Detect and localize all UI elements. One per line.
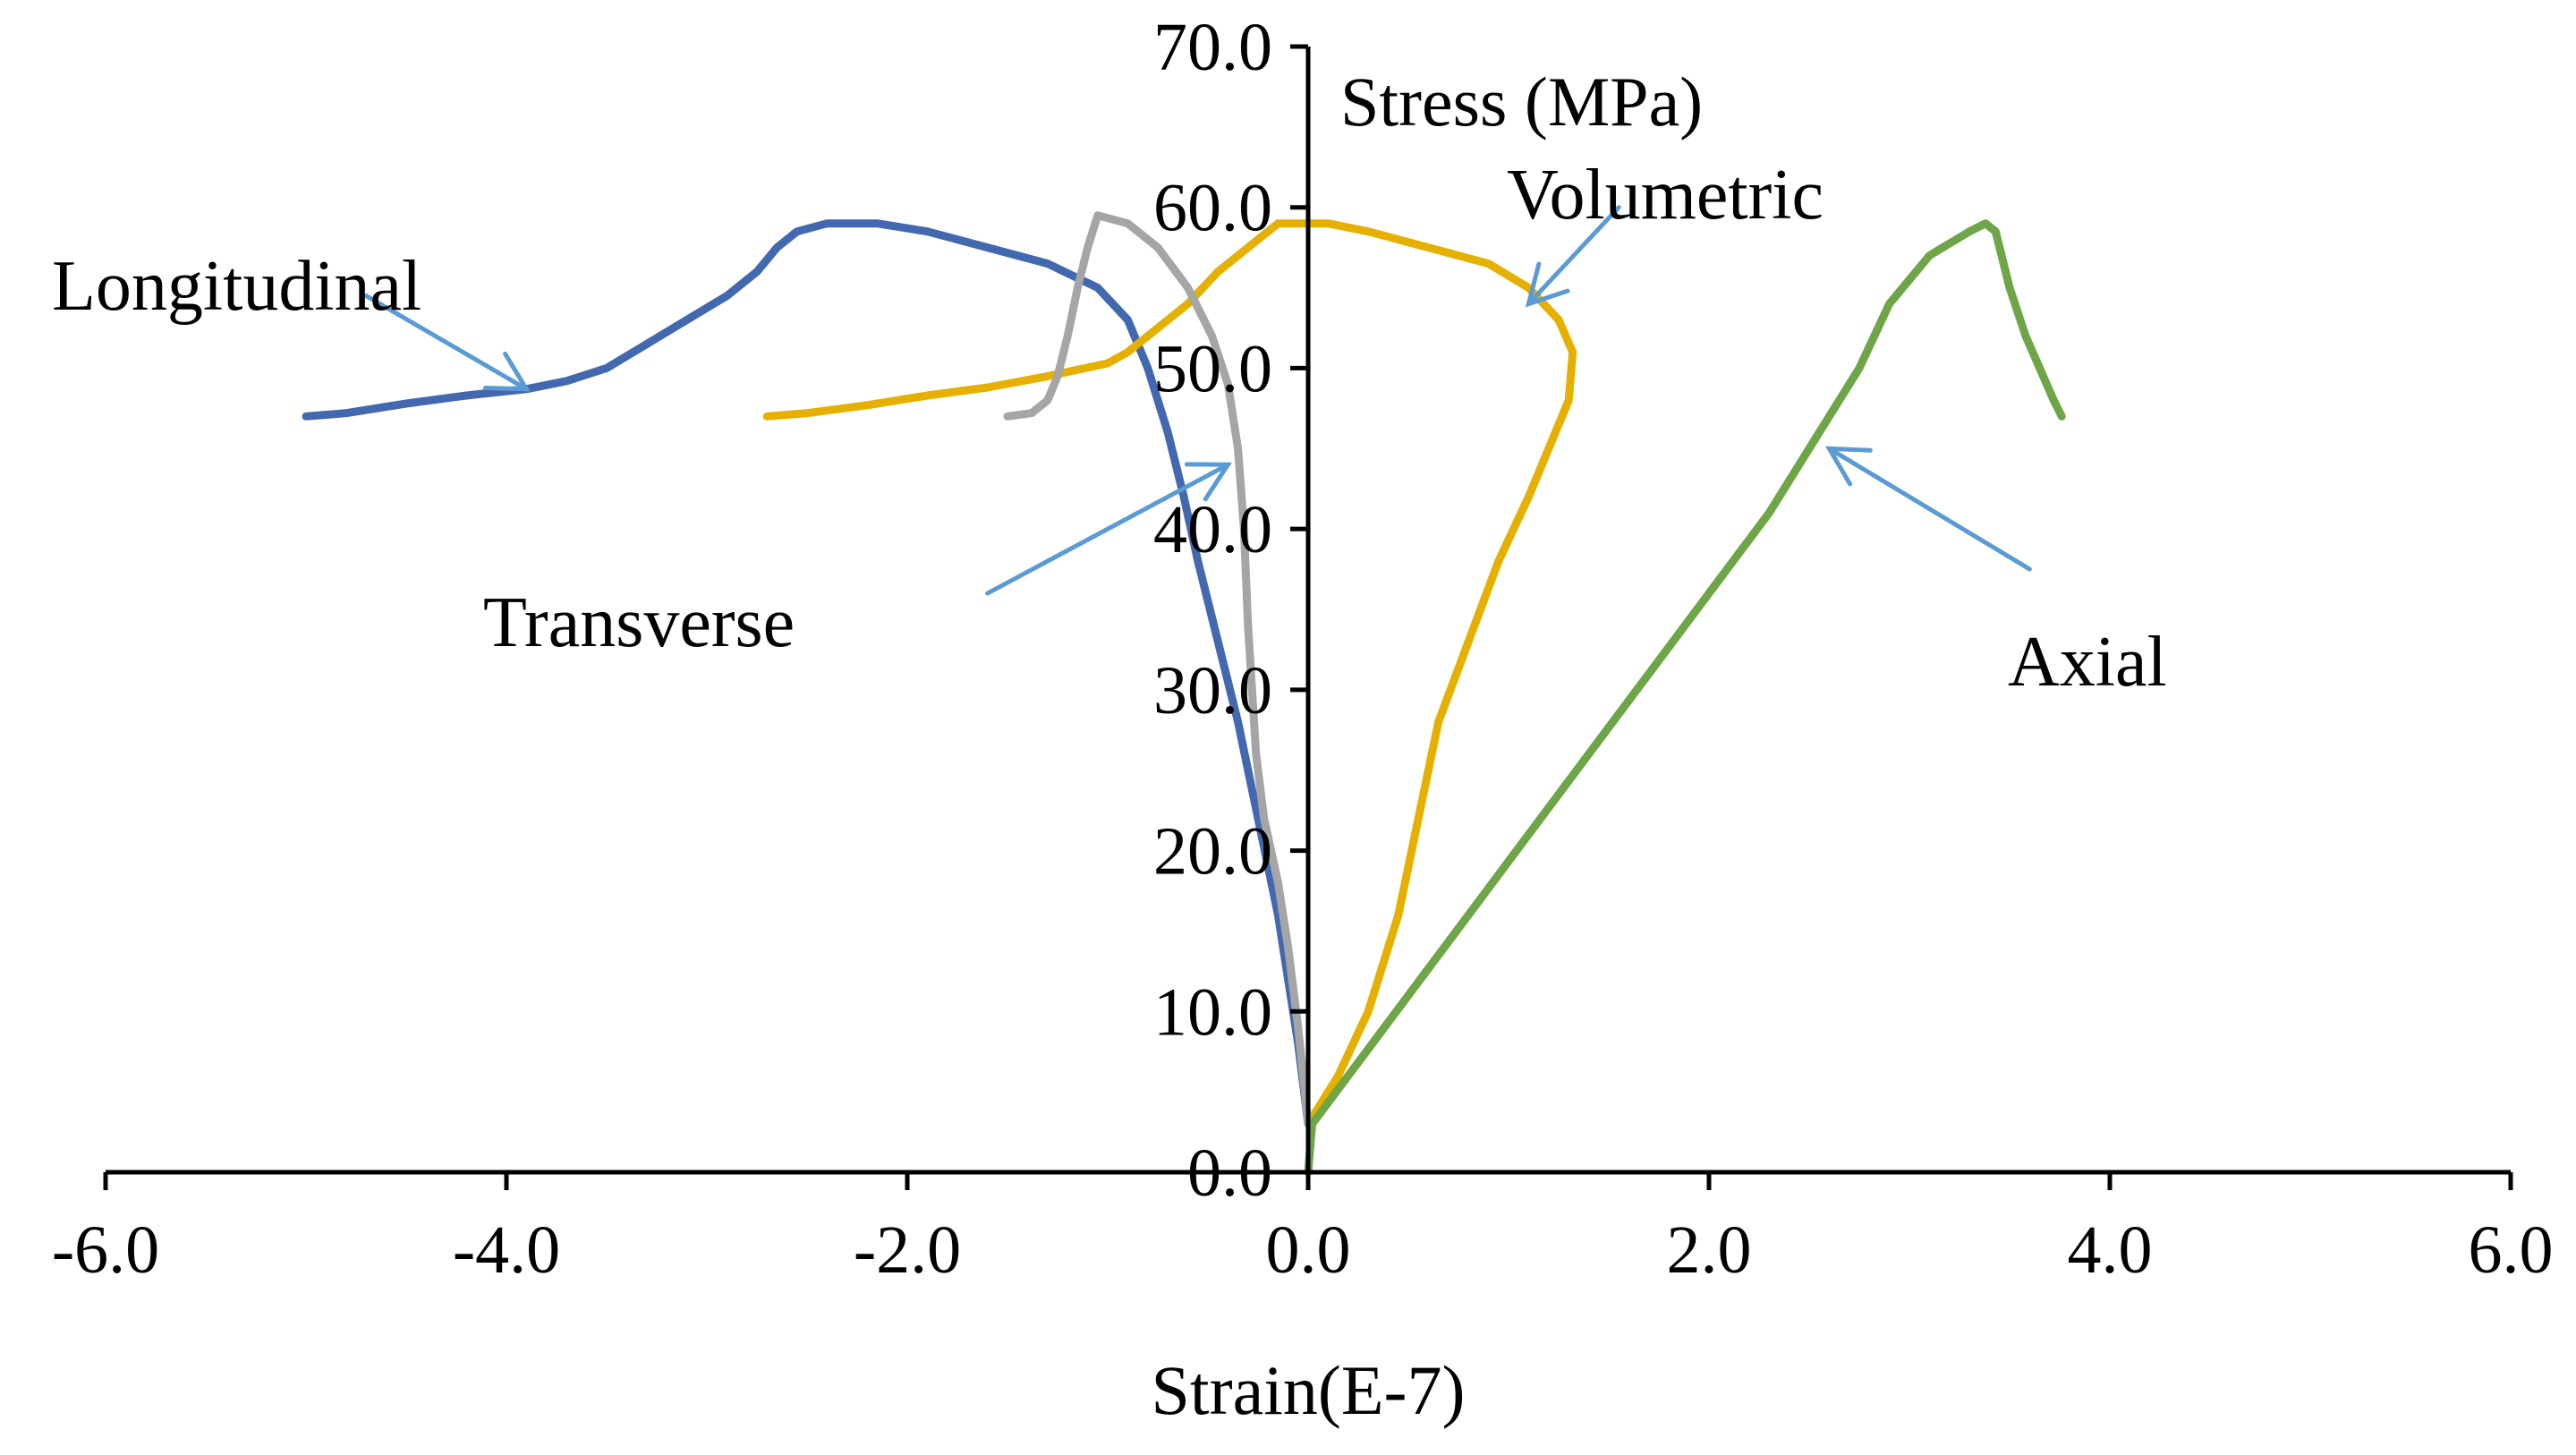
x-tick-group: -6.0 -4.0 -2.0 0.0 2.0 4.0 6.0 <box>52 1172 2554 1288</box>
y-tick-label: 60.0 <box>1153 171 1272 246</box>
volumetric-series-line <box>762 219 1577 1128</box>
axial-arrow-head <box>1824 446 1873 487</box>
y-tick-group: 0.0 10.0 20.0 30.0 40.0 50.0 60.0 70.0 <box>1153 10 1308 1211</box>
axial-label: Axial <box>2008 623 2167 702</box>
axial-arrow-line <box>1826 446 2032 572</box>
longitudinal-arrow-head <box>482 351 531 392</box>
x-tick-label: 2.0 <box>1667 1212 1752 1288</box>
annotation-arrows <box>363 205 2032 596</box>
axial-series-line <box>1304 219 2066 1177</box>
volumetric-arrow-head <box>1525 261 1570 308</box>
longitudinal-arrow-line <box>363 294 529 392</box>
x-tick-label: 0.0 <box>1266 1212 1351 1288</box>
y-tick-label: 40.0 <box>1153 492 1272 567</box>
y-tick-label: 0.0 <box>1187 1136 1272 1211</box>
y-tick-label: 20.0 <box>1153 814 1272 889</box>
x-tick-label: 6.0 <box>2469 1212 2554 1288</box>
volumetric-arrow-line <box>1526 205 1621 307</box>
longitudinal-label: Longitudinal <box>52 247 421 326</box>
y-tick-label: 50.0 <box>1153 331 1272 406</box>
transverse-arrow-head <box>1184 462 1232 502</box>
x-axis-title: Strain(E-7) <box>1152 1351 1466 1429</box>
x-tick-label: -4.0 <box>453 1212 560 1288</box>
x-tick-label: 4.0 <box>2068 1212 2153 1288</box>
y-tick-label: 70.0 <box>1153 10 1272 85</box>
transverse-label: Transverse <box>483 583 795 662</box>
transverse-series-line <box>1003 211 1313 1128</box>
transverse-arrow-line <box>985 462 1230 596</box>
series-layer <box>302 211 2066 1177</box>
x-tick-label: -6.0 <box>52 1212 159 1288</box>
y-tick-label: 30.0 <box>1153 653 1272 728</box>
x-tick-label: -2.0 <box>854 1212 961 1288</box>
y-tick-label: 10.0 <box>1153 974 1272 1050</box>
y-axis-title: Stress (MPa) <box>1340 63 1703 140</box>
volumetric-label: Volumetric <box>1507 156 1824 234</box>
longitudinal-series-line <box>302 219 1313 1128</box>
